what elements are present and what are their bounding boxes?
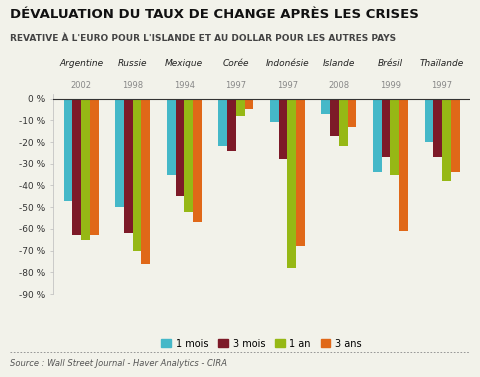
Bar <box>433 99 442 157</box>
Legend: 1 mois, 3 mois, 1 an, 3 ans: 1 mois, 3 mois, 1 an, 3 ans <box>157 335 366 352</box>
Text: Indonésie: Indonésie <box>265 59 309 68</box>
Text: 1997: 1997 <box>277 81 298 90</box>
Bar <box>64 99 72 201</box>
Bar <box>227 99 236 151</box>
Text: 1997: 1997 <box>225 81 246 90</box>
Text: 2002: 2002 <box>71 81 92 90</box>
Bar <box>330 99 339 135</box>
Bar <box>424 99 433 142</box>
Bar <box>296 99 305 246</box>
Text: Thaïlande: Thaïlande <box>420 59 464 68</box>
Text: Mexique: Mexique <box>165 59 204 68</box>
Bar <box>72 99 81 235</box>
Bar <box>167 99 176 175</box>
Bar <box>391 99 399 175</box>
Bar <box>399 99 408 231</box>
Bar <box>81 99 90 240</box>
Bar <box>90 99 99 235</box>
Bar <box>176 99 184 196</box>
Bar <box>442 99 451 181</box>
Bar <box>245 99 253 109</box>
Text: 1999: 1999 <box>380 81 401 90</box>
Bar <box>115 99 124 207</box>
Text: Islande: Islande <box>323 59 355 68</box>
Text: Corée: Corée <box>223 59 249 68</box>
Text: 1997: 1997 <box>432 81 453 90</box>
Bar <box>382 99 391 157</box>
Text: Source : Wall Street Journal - Haver Analytics - CIRA: Source : Wall Street Journal - Haver Ana… <box>10 359 227 368</box>
Bar <box>373 99 382 172</box>
Text: REVATIVE À L'EURO POUR L'ISLANDE ET AU DOLLAR POUR LES AUTRES PAYS: REVATIVE À L'EURO POUR L'ISLANDE ET AU D… <box>10 34 396 43</box>
Bar <box>193 99 202 222</box>
Text: 1998: 1998 <box>122 81 143 90</box>
Bar <box>348 99 357 127</box>
Text: 1994: 1994 <box>174 81 195 90</box>
Text: DÉVALUATION DU TAUX DE CHANGE APRÈS LES CRISES: DÉVALUATION DU TAUX DE CHANGE APRÈS LES … <box>10 8 419 20</box>
Bar <box>236 99 245 116</box>
Text: Brésil: Brésil <box>378 59 403 68</box>
Text: Russie: Russie <box>118 59 147 68</box>
Bar <box>339 99 348 146</box>
Bar <box>218 99 227 146</box>
Bar <box>322 99 330 114</box>
Bar <box>288 99 296 268</box>
Bar <box>184 99 193 211</box>
Bar <box>142 99 150 264</box>
Text: 2008: 2008 <box>328 81 349 90</box>
Bar <box>124 99 132 233</box>
Text: Argentine: Argentine <box>59 59 103 68</box>
Bar <box>451 99 459 172</box>
Bar <box>270 99 278 123</box>
Bar <box>132 99 142 251</box>
Bar <box>278 99 288 159</box>
